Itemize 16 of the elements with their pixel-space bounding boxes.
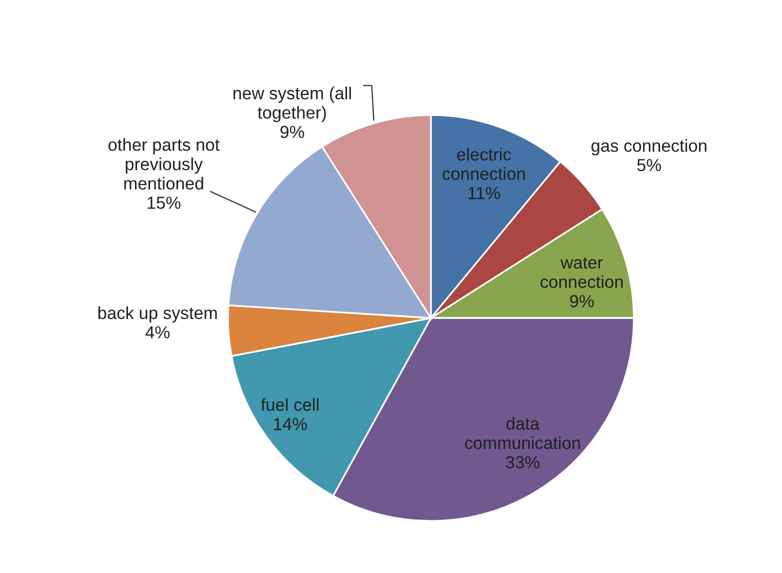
data-label: 5%: [637, 159, 662, 172]
slice-label: new system (all together): [234, 86, 351, 122]
data-label: 11%: [468, 187, 500, 200]
slice-label: water connection: [540, 257, 623, 288]
slice-label: data communication: [465, 417, 580, 450]
slice-label: fuel cell: [260, 398, 318, 411]
data-label: 15%: [148, 196, 180, 209]
slice-label: other parts not previously mentioned: [108, 138, 220, 190]
data-label: 33%: [506, 456, 540, 468]
slice-label: electric connection: [442, 148, 525, 180]
data-label: 9%: [570, 295, 594, 308]
slice-label: gas connection: [591, 139, 706, 156]
data-label: 9%: [280, 126, 304, 138]
slice-label: back up system: [98, 306, 217, 323]
data-label: 4%: [145, 326, 170, 338]
data-label: 14%: [274, 418, 307, 430]
